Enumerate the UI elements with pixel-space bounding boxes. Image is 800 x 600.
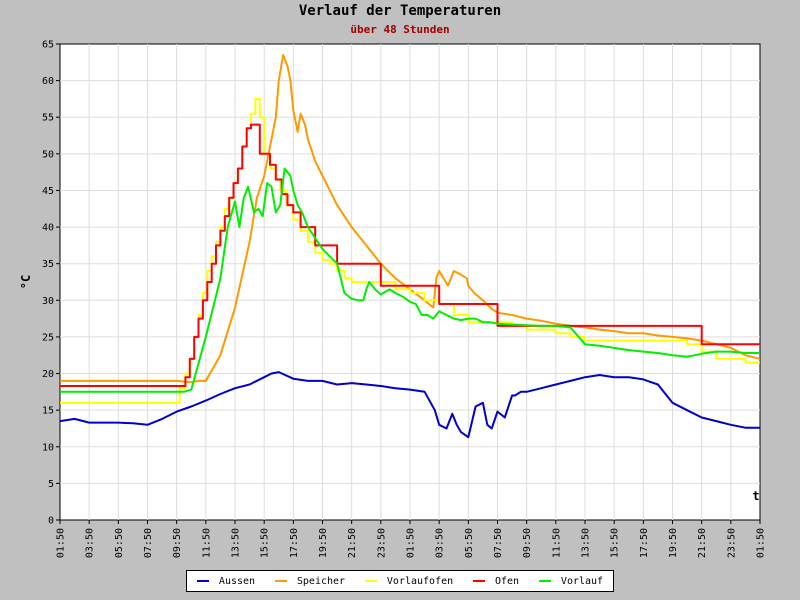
y-tick-label: 65 [42, 40, 54, 51]
series-line-vorlaufofen [60, 97, 760, 404]
series-line-speicher [60, 54, 761, 384]
x-tick-label: 07:50 [143, 528, 154, 558]
y-axis-title: °C [19, 275, 33, 289]
x-tick-label: 15:50 [260, 528, 271, 558]
x-tick-label: 21:50 [347, 528, 358, 558]
x-tick-label: 19:50 [668, 528, 679, 558]
series-line-ofen [60, 123, 760, 387]
legend-swatch [274, 580, 287, 582]
y-tick-label: 0 [48, 516, 54, 527]
y-tick-label: 45 [42, 186, 54, 197]
x-tick-label: 23:50 [726, 528, 737, 558]
x-tick-label: 09:50 [522, 528, 533, 558]
y-tick-label: 10 [42, 442, 54, 453]
x-tick-label: 13:50 [581, 528, 592, 558]
y-tick-label: 15 [42, 406, 54, 417]
y-tick-label: 5 [48, 479, 54, 490]
x-tick-label: 07:50 [493, 528, 504, 558]
legend-item-ofen: Ofen [472, 575, 520, 587]
x-axis-title: t [752, 489, 759, 503]
x-tick-label: 05:50 [114, 528, 125, 558]
x-tick-label: 21:50 [697, 528, 708, 558]
y-tick-label: 50 [42, 149, 54, 160]
x-tick-label: 05:50 [464, 528, 475, 558]
y-tick-label: 25 [42, 332, 54, 343]
legend-swatch [538, 580, 551, 582]
x-tick-label: 03:50 [85, 528, 96, 558]
chart-subtitle: über 48 Stunden [350, 23, 450, 36]
legend-label: Vorlauf [560, 575, 604, 587]
series-line-vorlauf [60, 167, 760, 393]
legend-swatch [196, 580, 209, 582]
y-tick-label: 20 [42, 369, 54, 380]
series-line-aussen [59, 371, 760, 439]
y-tick-label: 35 [42, 259, 54, 270]
x-tick-label: 17:50 [289, 528, 300, 558]
x-tick-label: 01:50 [56, 528, 67, 558]
x-tick-label: 01:50 [406, 528, 417, 558]
x-tick-label: 03:50 [435, 528, 446, 558]
legend-swatch [472, 580, 485, 582]
legend-item-speicher: Speicher [274, 575, 346, 587]
x-tick-label: 11:50 [551, 528, 562, 558]
x-tick-label: 23:50 [376, 528, 387, 558]
chart-title: Verlauf der Temperaturen [298, 3, 502, 19]
x-tick-label: 09:50 [172, 528, 183, 558]
x-tick-label: 11:50 [201, 528, 212, 558]
y-tick-label: 40 [42, 223, 54, 234]
legend-item-vorlaufofen: Vorlaufofen [364, 575, 454, 587]
legend-label: Vorlaufofen [386, 575, 454, 587]
legend-label: Aussen [218, 575, 256, 587]
x-tick-label: 17:50 [639, 528, 650, 558]
x-tick-label: 19:50 [318, 528, 329, 558]
legend-swatch [364, 580, 377, 582]
y-tick-label: 30 [42, 296, 54, 307]
legend-label: Speicher [296, 575, 346, 587]
legend-item-aussen: Aussen [196, 575, 256, 587]
x-tick-label: 01:50 [756, 528, 767, 558]
x-tick-label: 15:50 [610, 528, 621, 558]
legend-label: Ofen [494, 575, 520, 587]
y-tick-label: 60 [42, 76, 54, 87]
legend: Aussen Speicher Vorlaufofen Ofen Vorlauf [186, 570, 614, 592]
y-tick-label: 55 [42, 113, 54, 124]
legend-item-vorlauf: Vorlauf [538, 575, 604, 587]
x-tick-label: 13:50 [231, 528, 242, 558]
